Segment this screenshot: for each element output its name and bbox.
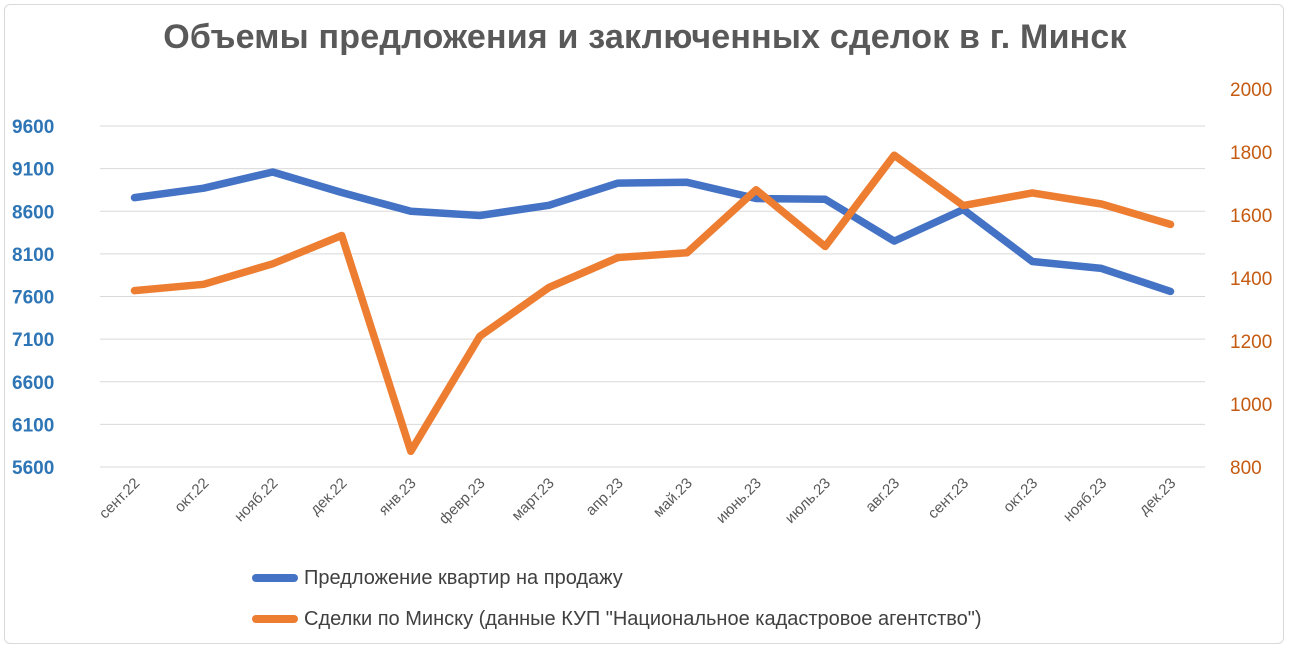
x-tick-label: июнь.23 [713,475,765,527]
legend-swatch-offers [252,574,298,582]
series-line-deals [130,151,1175,456]
left-tick-label: 9600 [12,117,54,138]
x-tick-label: окт.23 [1000,475,1041,516]
left-tick-label: 6600 [12,373,54,394]
chart-title: Объемы предложения и заключенных сделок … [163,18,1127,56]
x-tick-label: нояб.22 [231,475,281,525]
left-tick-label: 8600 [12,202,54,223]
legend-item-offers: Предложение квартир на продажу [252,563,623,593]
x-tick-label: сент.22 [96,475,144,523]
x-tick-label: авг.23 [862,475,903,516]
left-tick-label: 5600 [12,458,54,479]
legend-label-deals: Сделки по Минску (данные КУП "Национальн… [304,607,982,630]
legend-label-offers: Предложение квартир на продажу [304,566,623,589]
left-tick-label: 9100 [12,160,54,181]
right-tick-label: 1400 [1230,269,1272,290]
left-tick-label: 7600 [12,288,54,309]
left-tick-label: 6100 [12,415,54,436]
right-axis-ticks: 800 1000 1200 1400 1600 1800 2000 [1230,80,1272,479]
x-tick-label: май.23 [650,475,696,521]
x-tick-label: нояб.23 [1060,475,1110,525]
legend-swatch-deals [252,615,298,623]
right-tick-label: 1800 [1230,143,1272,164]
chart-frame [4,4,1284,644]
x-axis-ticks: сент.22 окт.22 нояб.22 дек.22 янв.23 февр.23 м… [96,475,1179,528]
right-tick-label: 2000 [1230,80,1272,101]
x-tick-label: дек.23 [1136,475,1179,518]
left-axis-ticks: 5600 6100 6600 7100 7600 8100 8600 9100 9600 [12,117,54,479]
x-tick-label: апр.23 [582,475,626,519]
series-line-offers [130,168,1175,296]
x-tick-label: сент.23 [925,475,973,523]
x-tick-label: окт.22 [171,475,212,516]
left-tick-label: 7100 [12,330,54,351]
x-tick-label: дек.22 [307,475,350,518]
x-tick-label: июль.23 [782,475,834,527]
x-tick-label: февр.23 [436,475,489,528]
series-lines [130,151,1175,456]
right-tick-label: 1000 [1230,395,1272,416]
right-tick-label: 1200 [1230,332,1272,353]
x-tick-label: янв.23 [376,475,420,519]
left-tick-label: 8100 [12,245,54,266]
right-tick-label: 800 [1230,458,1262,479]
right-tick-label: 1600 [1230,206,1272,227]
x-tick-label: март.23 [508,475,557,524]
legend-item-deals: Сделки по Минску (данные КУП "Национальн… [252,604,982,634]
